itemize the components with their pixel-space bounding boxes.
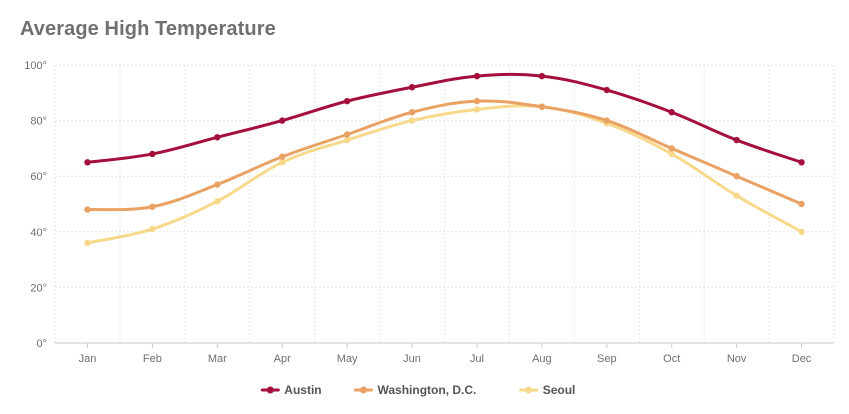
x-tick-label: Jun [403,353,421,365]
data-point[interactable] [408,84,416,91]
chart-title: Average High Temperature [20,18,276,40]
legend: Austin Washington, D.C. Seoul [260,383,576,397]
series-line[interactable] [85,104,804,245]
y-tick-label: 100° [24,60,47,72]
legend-swatch-marker [360,386,367,394]
data-point[interactable] [84,239,91,247]
series-line[interactable] [85,72,804,164]
x-tick-label: Nov [727,353,747,365]
data-point[interactable] [214,198,221,205]
data-point[interactable] [538,72,546,80]
data-point[interactable] [473,106,481,113]
data-point[interactable] [214,181,221,188]
x-tick-label: Mar [208,353,227,365]
data-point[interactable] [84,206,91,213]
series-line[interactable] [85,99,804,212]
legend-label: Seoul [543,383,576,397]
x-tick-label: Apr [274,353,291,365]
data-point[interactable] [279,153,286,160]
data-point[interactable] [343,97,351,105]
data-point[interactable] [279,117,286,124]
legend-label: Austin [284,383,321,397]
x-tick-label: Oct [663,353,680,365]
legend-label: Washington, D.C. [378,383,477,397]
x-tick-label: Jul [470,353,484,365]
y-tick-label: 60° [30,171,47,183]
data-point[interactable] [473,97,481,105]
data-point[interactable] [733,136,740,144]
x-tick-label: Sep [597,353,617,365]
data-point[interactable] [538,103,546,110]
data-point[interactable] [603,86,610,94]
x-tick-label: Aug [532,353,552,365]
grid [54,64,835,343]
y-tick-label: 20° [30,282,47,294]
y-tick-label: 40° [30,227,47,239]
data-point[interactable] [798,228,805,235]
data-point[interactable] [408,109,416,116]
data-point[interactable] [798,200,805,208]
data-point[interactable] [473,72,481,80]
x-tick-label: Jan [79,353,97,365]
legend-item[interactable]: Seoul [519,383,576,397]
data-point[interactable] [214,134,221,141]
data-point[interactable] [798,159,805,166]
data-point[interactable] [668,150,675,158]
x-tick-label: Dec [792,353,812,365]
series-seoul[interactable] [84,103,805,247]
data-point[interactable] [733,192,740,199]
series-layer [84,72,805,247]
x-tick-label: May [337,353,358,365]
x-tick-label: Feb [143,353,162,365]
legend-swatch-marker [525,386,533,394]
legend-swatch-marker [266,386,274,394]
data-point[interactable] [149,150,156,158]
axes: 0° 20° 40° 60° 80° 100° Jan Feb Mar Apr May Jun Jul A… [24,60,834,365]
data-point[interactable] [149,225,156,233]
data-point[interactable] [84,159,91,166]
data-point[interactable] [279,159,286,166]
data-point[interactable] [149,203,156,210]
data-point[interactable] [343,136,351,144]
data-point[interactable] [343,131,351,138]
data-point[interactable] [668,109,675,116]
data-point[interactable] [408,117,416,124]
data-point[interactable] [733,173,740,180]
data-point[interactable] [603,117,610,124]
series-austin[interactable] [84,72,805,166]
legend-item[interactable]: Austin [260,383,322,397]
series-washington-d-c[interactable] [84,97,805,213]
legend-item[interactable]: Washington, D.C. [354,383,477,397]
y-tick-label: 80° [30,116,47,128]
data-point[interactable] [668,145,675,152]
y-tick-label: 0° [36,338,47,350]
